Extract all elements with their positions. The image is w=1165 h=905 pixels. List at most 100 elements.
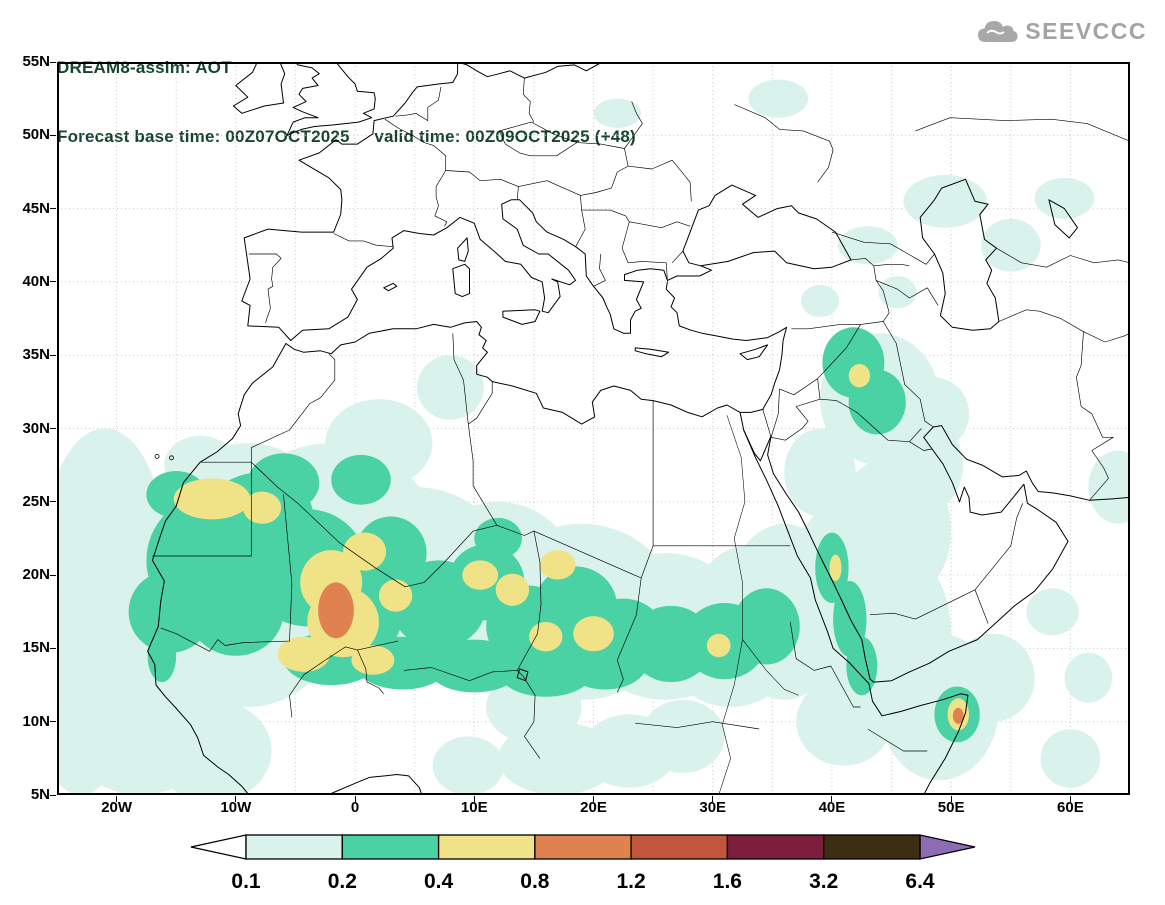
y-axis-tick: [50, 647, 56, 649]
border-line: [621, 221, 668, 281]
coast-line: [868, 683, 969, 796]
border-line: [671, 250, 684, 264]
x-axis-tick-label: 20W: [101, 799, 133, 816]
y-axis-tick-label: 50N: [22, 126, 50, 144]
colorbar: 0.1 0.2 0.4 0.8 1.2 1.6 3.2 6.4: [188, 832, 978, 903]
border-line: [375, 524, 497, 588]
coast-line: [919, 178, 1000, 331]
coast-line: [290, 199, 668, 341]
border-line: [522, 676, 541, 759]
colorbar-segment-1.2: [630, 834, 729, 860]
border-line: [998, 309, 1084, 332]
y-axis-tick-label: 25N: [22, 492, 50, 510]
coast-line: [869, 425, 1131, 683]
x-axis-tick-label: 60E: [1057, 799, 1084, 816]
border-line: [395, 86, 442, 121]
border-line: [152, 462, 252, 557]
coast-line: [666, 250, 852, 281]
border-line: [384, 118, 447, 171]
border-line: [817, 378, 821, 400]
coast-line: [1048, 199, 1078, 239]
border-line: [250, 353, 336, 463]
coast-line: [457, 61, 610, 79]
x-axis-tick: [831, 796, 833, 802]
colorbar-segment-0.8: [534, 834, 632, 860]
y-axis-tick: [50, 721, 56, 723]
border-line: [867, 728, 928, 752]
border-line: [771, 398, 821, 441]
border-line: [516, 531, 542, 671]
x-axis-tick-label: 50E: [937, 799, 965, 816]
x-axis-tick-label: 40E: [818, 799, 846, 816]
border-line: [915, 117, 1131, 142]
contour-map: [33, 61, 1148, 803]
colorbar-segment-3.2: [823, 834, 921, 860]
y-axis-tick-label: 5N: [30, 786, 50, 803]
y-axis-tick: [50, 208, 56, 210]
x-axis-tick: [950, 796, 952, 802]
border-line: [996, 247, 1131, 268]
border-line: [831, 231, 935, 265]
coast-line: [739, 411, 745, 431]
colorbar-tick-label: 1.2: [616, 870, 645, 893]
coast-line: [452, 263, 470, 298]
border-line: [518, 142, 629, 196]
y-axis-tick-label: 30N: [22, 419, 50, 437]
border-line: [770, 388, 780, 438]
coast-line: [502, 309, 541, 325]
coast-line: [767, 435, 871, 680]
coast-line: [665, 281, 788, 410]
y-axis-tick-label: 20N: [22, 566, 50, 584]
border-line: [850, 258, 910, 267]
river-line: [718, 415, 746, 796]
x-axis-tick: [235, 796, 237, 802]
border-line: [624, 101, 643, 149]
x-axis-tick: [116, 796, 118, 802]
border-line: [251, 461, 376, 569]
colorbar-under-arrow: [190, 834, 247, 860]
plot-title-block: DREAM8-assim: AOT Forecast base time: 00…: [57, 10, 636, 194]
border-line: [499, 121, 578, 157]
colorbar-segment-0.1: [245, 834, 343, 860]
border-line: [357, 649, 384, 695]
island-dot: [169, 455, 174, 461]
border-line: [873, 265, 890, 322]
y-axis-tick-label: 40N: [22, 272, 50, 290]
colorbar-tick-label: 0.8: [520, 870, 550, 893]
coast-line: [634, 347, 670, 358]
colorbar-segment-1.6: [726, 834, 825, 860]
border-line: [434, 170, 448, 227]
border-line: [882, 321, 934, 428]
border-line: [974, 503, 1024, 591]
colorbar-tick-label: 0.4: [424, 870, 454, 893]
coast-line: [147, 343, 287, 796]
map-plot-area: [33, 61, 1148, 803]
colorbar-tick-label: 1.6: [713, 870, 742, 893]
colorbar-scale: 0.1 0.2 0.4 0.8 1.2 1.6 3.2 6.4: [190, 834, 976, 893]
plot-subtitle: Forecast base time: 00Z07OCT2025 valid t…: [57, 127, 636, 146]
border-line: [581, 209, 691, 229]
border-line: [575, 195, 586, 247]
plot-frame: [57, 62, 1130, 795]
coast-line: [743, 429, 772, 462]
coast-line: [286, 61, 320, 136]
border-line: [762, 409, 772, 438]
x-axis-tick-label: 20E: [580, 799, 607, 816]
coast-line: [279, 61, 286, 104]
border-line: [628, 159, 692, 202]
border-line: [616, 545, 654, 693]
x-axis-tick-label: 0: [350, 799, 360, 816]
border-line: [445, 170, 519, 200]
border-line: [875, 280, 939, 306]
colorbar-over-arrow: [919, 834, 976, 860]
colorbar-segment-0.2: [341, 834, 440, 860]
coast-line: [516, 668, 529, 682]
border-line: [496, 524, 642, 579]
border-line: [289, 640, 399, 718]
border-line: [333, 233, 394, 248]
x-axis-tick: [354, 796, 356, 802]
colorbar-tick-label: 3.2: [809, 870, 838, 893]
x-axis-tick: [593, 796, 594, 802]
coast-line: [383, 282, 398, 292]
coast-line: [309, 774, 423, 796]
